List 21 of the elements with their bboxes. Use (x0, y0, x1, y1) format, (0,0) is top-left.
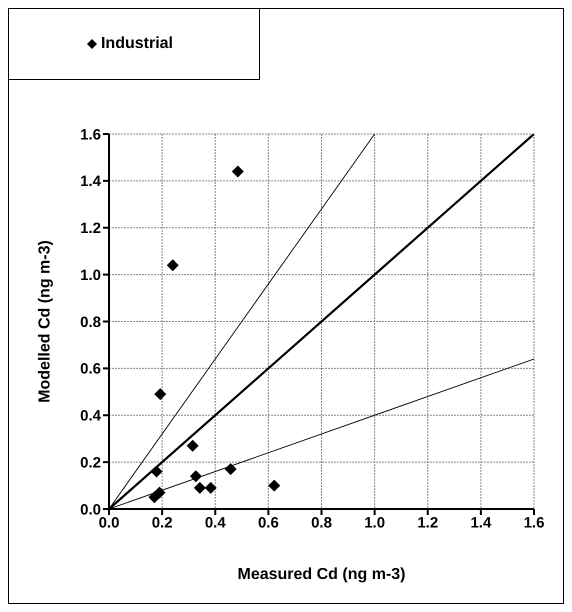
y-tick-label: 1.2 (80, 220, 101, 238)
x-tick-label: 0.0 (98, 514, 120, 532)
x-tick-label: 1.4 (470, 514, 492, 532)
y-tick-label: 0.4 (80, 408, 102, 425)
x-tick-label: 1.0 (364, 514, 386, 532)
y-tick-label: 0.0 (80, 501, 101, 518)
x-tick-label: 0.4 (204, 514, 226, 532)
y-tick-label: 0.8 (80, 314, 101, 331)
x-tick-label: 0.2 (152, 514, 173, 532)
y-axis-title: Modelled Cd (ng m-3) (36, 240, 54, 403)
y-tick-label: 1.6 (80, 126, 101, 144)
x-axis-title: Measured Cd (ng m-3) (237, 566, 406, 583)
x-tick-label: 1.6 (524, 514, 544, 532)
y-tick-label: 1.4 (80, 173, 102, 190)
legend-label: Industrial (100, 35, 173, 53)
x-tick-label: 0.8 (311, 514, 332, 532)
y-tick-label: 1.0 (80, 266, 101, 284)
y-tick-label: 0.2 (80, 454, 101, 472)
x-tick-label: 0.6 (258, 514, 279, 532)
x-tick-label: 1.2 (417, 514, 438, 532)
y-tick-label: 0.6 (80, 360, 101, 378)
